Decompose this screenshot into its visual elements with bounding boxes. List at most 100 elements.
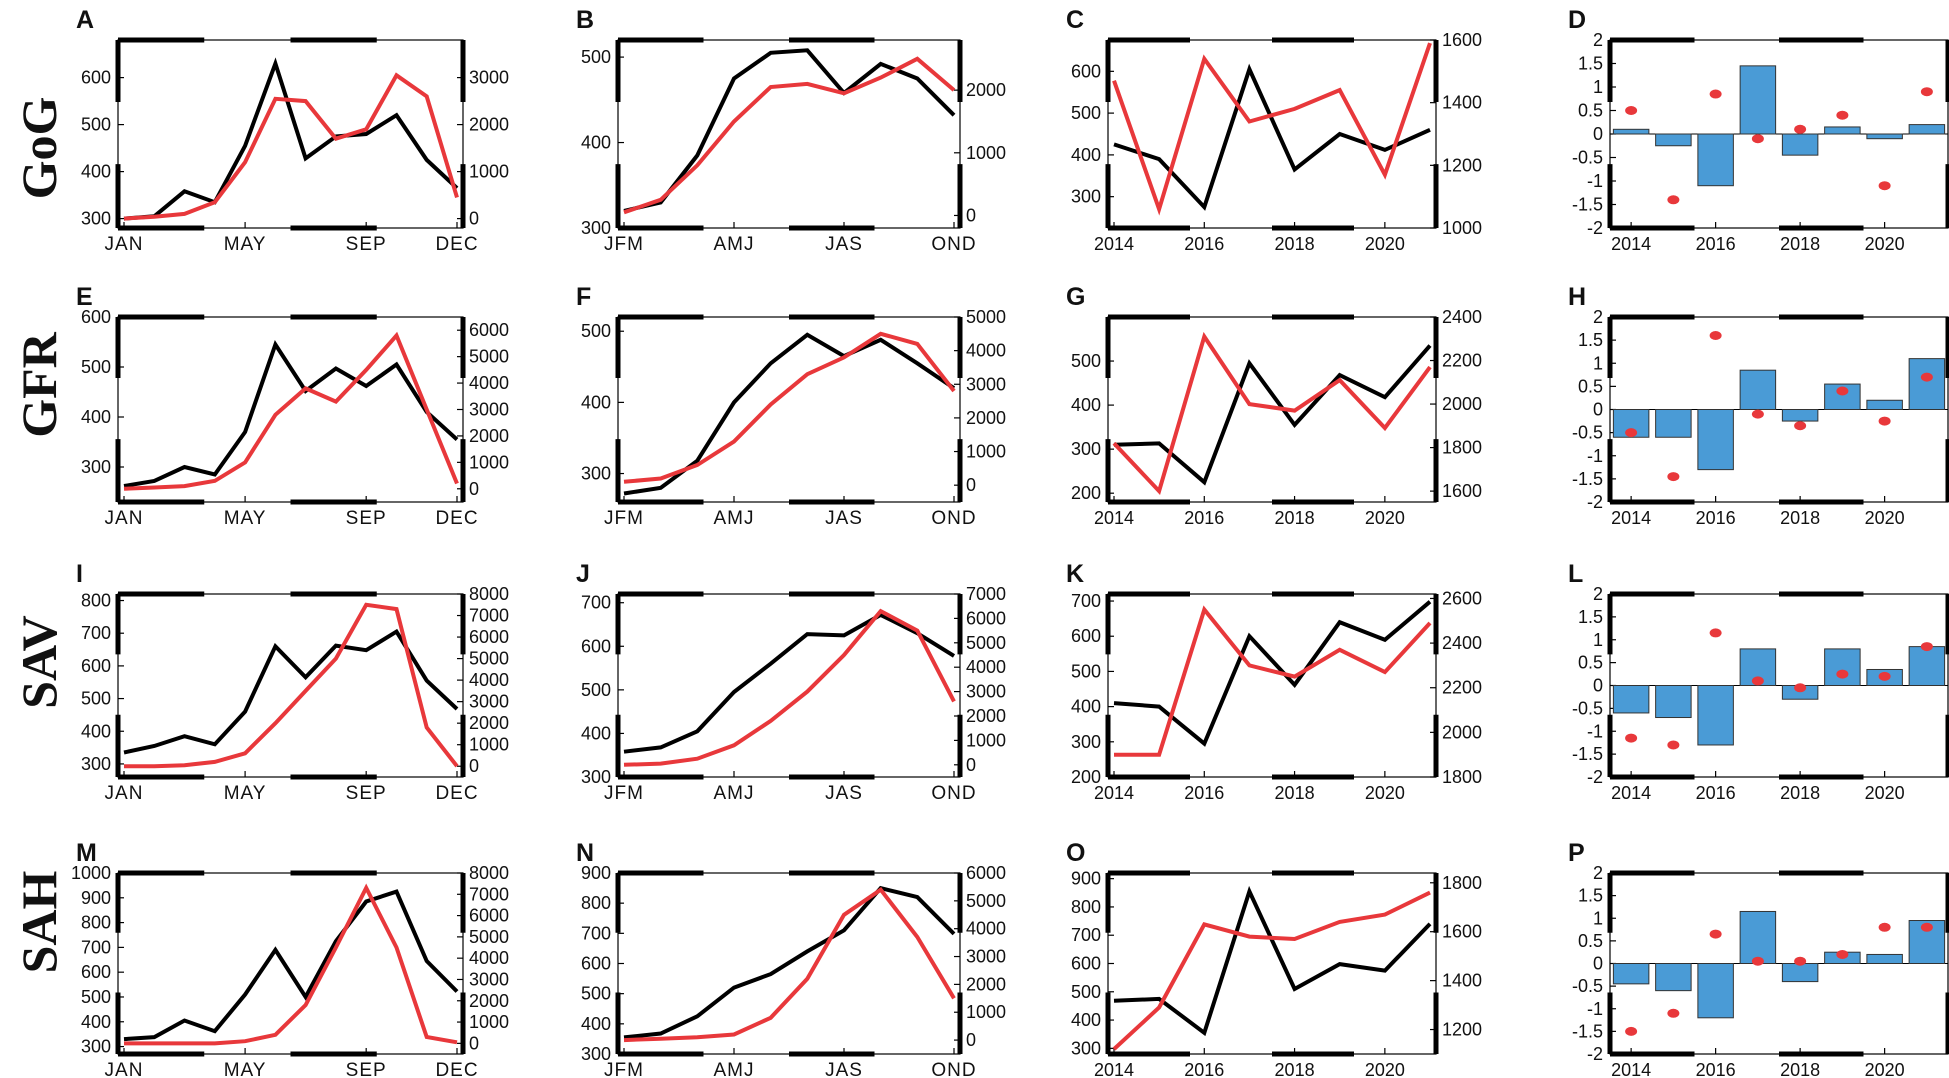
y-tick-label: 300 [1071, 1038, 1101, 1058]
y2-tick-label: 5000 [469, 927, 509, 947]
x-tick-label: 2014 [1611, 783, 1651, 803]
x-tick-label: JAS [825, 234, 863, 255]
y-tick-label: 1.5 [1578, 54, 1603, 74]
y-tick-label: 500 [1071, 351, 1101, 371]
x-tick-label: JFM [604, 508, 644, 529]
series-line-red [1112, 890, 1431, 1051]
y-tick-label: 700 [581, 923, 611, 943]
y2-tick-label: 1000 [469, 452, 509, 472]
x-tick-label: 2020 [1865, 1060, 1905, 1078]
y2-tick-label: 3000 [966, 374, 1006, 394]
row-label-gfr: GFR [11, 331, 67, 437]
y2-tick-label: 3000 [966, 947, 1006, 967]
y2-tick-label: 0 [469, 479, 479, 499]
dot-marker [1794, 421, 1807, 431]
panel-a: A 300 400 500 600 0 1000 2000 3000 JAN MAY SEP DEC [76, 6, 509, 255]
y-tick-label: 500 [1071, 103, 1101, 123]
y2-tick-label: 1400 [1442, 971, 1482, 991]
x-tick-label: JAS [825, 783, 863, 804]
y2-tick-label: 1600 [1442, 30, 1482, 50]
y-tick-label: -1.5 [1572, 1021, 1603, 1041]
dot-marker [1625, 428, 1638, 438]
y-tick-label: 500 [581, 321, 611, 341]
x-tick-label: 2018 [1275, 1060, 1315, 1078]
y-tick-label: 0.5 [1578, 101, 1603, 121]
panel-letter: L [1568, 560, 1583, 588]
dot-marker [1751, 409, 1764, 419]
dot-marker [1667, 740, 1680, 750]
y-tick-label: 300 [1071, 732, 1101, 752]
x-tick-label: 2016 [1696, 1060, 1736, 1078]
y-tick-label: 300 [81, 754, 111, 774]
x-tick-label: 2020 [1365, 234, 1405, 254]
panel-letter: A [76, 6, 94, 34]
y2-tick-label: 0 [966, 755, 976, 775]
y-tick-label: 400 [81, 162, 111, 182]
panel-l: L -2 -1.5 -1 -0.50 0.5 1 1.5 2 2014 2016 2018 2020 [1568, 560, 1949, 803]
x-tick-label: 2016 [1184, 234, 1224, 254]
panel-letter: C [1066, 6, 1084, 34]
bar [1612, 685, 1650, 714]
y-tick-label: 600 [1071, 61, 1101, 81]
dot-marker [1709, 89, 1722, 99]
x-tick-label: MAY [224, 783, 267, 804]
y2-tick-label: 0 [966, 205, 976, 225]
y2-tick-label: 3000 [469, 68, 509, 88]
panel-n: N 300 400 500 600 700 800 900 0 1000 2000 3000 4000 5… [576, 839, 1006, 1078]
y-tick-label: 700 [81, 937, 111, 957]
dot-marker [1794, 956, 1807, 966]
series-line-red [623, 886, 956, 1043]
y-tick-label: 600 [81, 68, 111, 88]
dot-marker [1920, 922, 1933, 932]
series-line-red [124, 883, 458, 1046]
y-tick-label: 600 [1071, 954, 1101, 974]
dot-marker [1920, 372, 1933, 382]
y2-tick-label: 3000 [966, 682, 1006, 702]
y-tick-label: 2 [1593, 584, 1603, 604]
x-tick-label: JAN [105, 234, 144, 255]
bar [1697, 963, 1734, 1019]
series-line-black [623, 612, 956, 754]
y2-tick-label: 2000 [966, 706, 1006, 726]
dot-marker [1836, 669, 1849, 679]
panel-letter: N [576, 839, 594, 867]
y2-tick-label: 0 [966, 1030, 976, 1050]
bar [1697, 685, 1734, 746]
row-label-sah: SAH [11, 870, 67, 973]
y2-tick-label: 7000 [469, 606, 509, 626]
dot-marker [1836, 110, 1849, 120]
x-tick-label: MAY [224, 1060, 267, 1078]
y2-tick-label: 4000 [469, 670, 509, 690]
y-tick-label: -2 [1587, 218, 1603, 238]
bar [1697, 409, 1734, 471]
y-tick-label: 300 [581, 767, 611, 787]
y-tick-label: -1 [1587, 721, 1603, 741]
x-tick-label: DEC [435, 234, 478, 255]
panel-g: G 200 300 400 500 1600 1800 2000 2200 2400 2014 201… [1066, 283, 1482, 528]
y2-tick-label: 1000 [1442, 218, 1482, 238]
x-tick-label: 2016 [1184, 783, 1224, 803]
bar [1866, 953, 1903, 965]
y-tick-label: 300 [81, 457, 111, 477]
y-tick-label: 400 [1071, 697, 1101, 717]
y2-tick-label: 3000 [469, 400, 509, 420]
y2-tick-label: 2600 [1442, 588, 1482, 608]
y-tick-label: 700 [1071, 591, 1101, 611]
bar [1781, 133, 1819, 156]
plot-frame [1107, 872, 1437, 1055]
y-tick-label: 500 [581, 47, 611, 67]
x-tick-label: AMJ [714, 234, 755, 255]
y2-tick-label: 8000 [469, 863, 509, 883]
x-tick-label: OND [931, 783, 976, 804]
bar [1908, 358, 1946, 410]
y2-tick-label: 4000 [966, 919, 1006, 939]
y-tick-label: 300 [1071, 187, 1101, 207]
dot-marker [1878, 181, 1891, 191]
y-tick-label: 300 [1071, 439, 1101, 459]
x-tick-label: 2018 [1780, 1060, 1820, 1078]
y-tick-label: 400 [81, 721, 111, 741]
y-tick-label: -0.5 [1572, 148, 1603, 168]
dot-marker [1667, 472, 1680, 482]
panel-k: K 200 300 400 500 600 700 1800 2000 2200 2400 2600 2… [1066, 560, 1482, 803]
